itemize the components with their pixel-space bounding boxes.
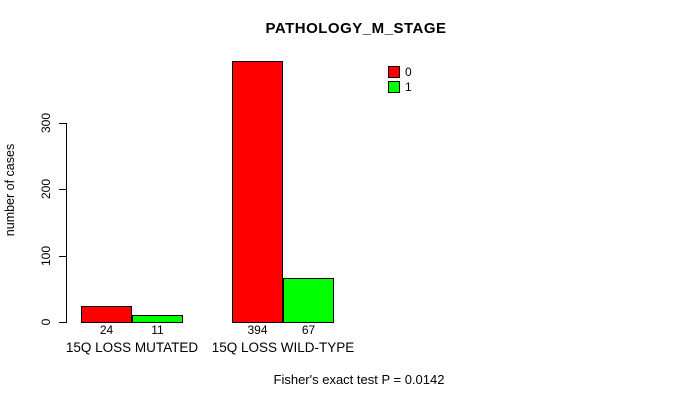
y-tick-label: 300: [39, 112, 53, 134]
bar-0-15q-loss-wild-type: [232, 60, 283, 323]
fisher-test-annotation: Fisher's exact test P = 0.0142: [273, 372, 445, 387]
y-tick-label: 0: [39, 318, 53, 326]
bar-1-15q-loss-wild-type: [283, 277, 334, 323]
y-tick-label: 200: [39, 179, 53, 200]
y-tick-mark: [59, 322, 66, 323]
bar-0-15q-loss-mutated: [81, 306, 132, 323]
bar-value-label: 394: [247, 323, 268, 337]
legend-item-0: 0: [388, 64, 412, 79]
y-axis-line: [66, 123, 67, 323]
category-label: 15Q LOSS MUTATED: [65, 340, 199, 355]
legend-swatch-icon: [388, 80, 400, 93]
legend-swatch-icon: [388, 65, 400, 78]
y-tick-mark: [59, 189, 66, 191]
bar-value-label: 67: [301, 323, 316, 337]
legend-label: 1: [405, 79, 412, 94]
legend-label: 0: [405, 64, 412, 79]
bar-1-15q-loss-mutated: [132, 314, 183, 323]
bar-value-label: 24: [99, 323, 114, 337]
y-tick-mark: [59, 255, 66, 257]
y-tick-label: 100: [39, 245, 53, 266]
category-label: 15Q LOSS WILD-TYPE: [211, 340, 355, 355]
legend-item-1: 1: [388, 79, 412, 94]
y-axis-label: number of cases: [3, 143, 17, 237]
chart-title: PATHOLOGY_M_STAGE: [265, 20, 447, 37]
y-tick-mark: [59, 123, 66, 124]
bar-value-label: 11: [151, 323, 164, 337]
